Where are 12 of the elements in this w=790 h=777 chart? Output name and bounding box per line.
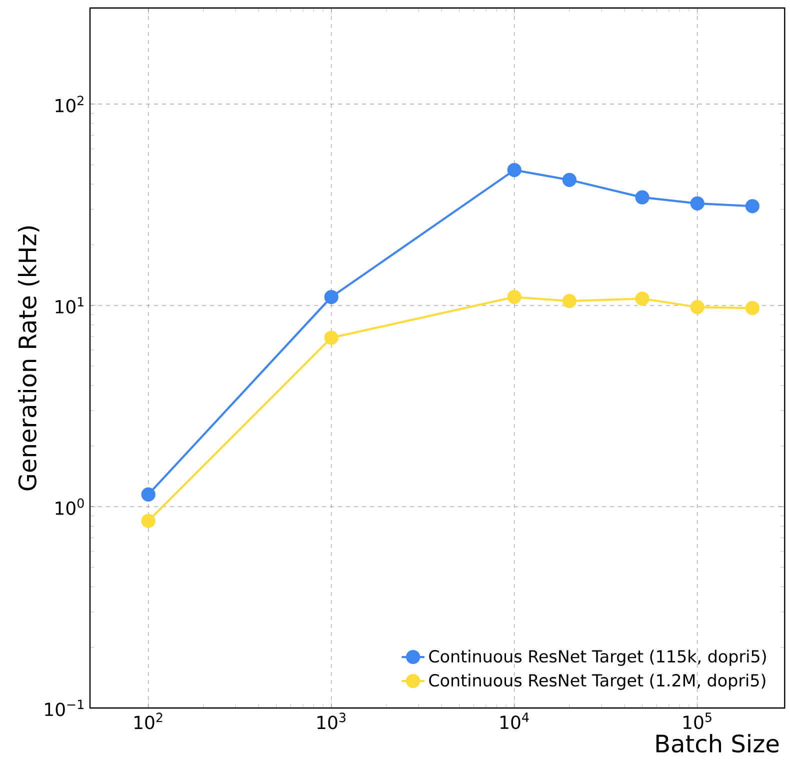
y-axis-title: Generation Rate (kHz): [18, 226, 40, 490]
y-tick-label: 10$^{−1}$: [45, 700, 84, 716]
x-tick-label: 10$^{5}$: [684, 712, 712, 730]
y-tick-label: 10$^{1}$: [56, 297, 84, 314]
y-tick-label: 10$^{0}$: [56, 498, 84, 515]
legend-label: Continuous ResNet Target (1.2M, dopri5): [429, 674, 766, 690]
x-tick-label: 10$^{2}$: [134, 712, 162, 730]
x-axis-title: Batch Size: [656, 734, 779, 753]
legend-label: Continuous ResNet Target (115k, dopri5): [429, 650, 766, 666]
y-tick-label: 10$^{2}$: [56, 96, 84, 112]
x-tick-label: 10$^{4}$: [500, 712, 529, 730]
x-tick-label: 10$^{3}$: [318, 712, 346, 730]
